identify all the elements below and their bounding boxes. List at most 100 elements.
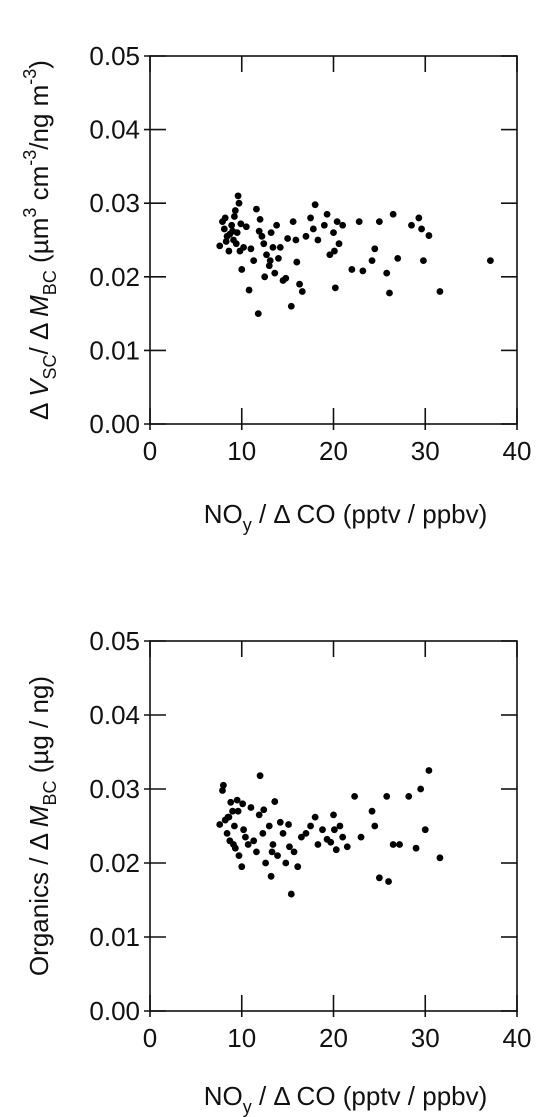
y-tick-label: 0.02 [89,848,140,878]
data-point [234,192,242,200]
plot-frame [149,640,518,1012]
x-tick-label: 30 [411,1023,440,1053]
data-point [245,286,253,294]
y-tick-label: 0.02 [89,262,140,292]
y-axis-title: Δ VSC/ Δ MBC (µm3 cm-3/ng m-3) [20,60,60,420]
data-point [238,266,246,273]
data-point [296,280,303,288]
data-point [273,221,281,229]
data-point [222,238,230,245]
data-point [332,846,340,854]
data-point [262,859,270,867]
y-tick-label: 0.05 [89,41,140,71]
data-point [220,225,228,233]
data-point [244,841,252,848]
data-point [343,843,351,851]
data-point [242,223,250,231]
data-point [314,236,322,244]
data-point [311,813,319,821]
data-point [420,257,427,265]
data-point [247,804,255,811]
data-point [290,848,298,856]
data-point [265,262,273,270]
data-point [319,826,326,834]
data-point [371,822,379,830]
data-point [220,781,227,789]
data-point [284,235,292,242]
data-point [240,826,247,834]
data-point [339,833,347,841]
data-point [253,205,260,213]
data-point [383,793,391,800]
data-point [279,830,287,837]
data-point [418,225,425,233]
data-point [223,830,231,837]
data-point [255,811,263,819]
y-tick-label: 0.00 [89,996,140,1026]
data-point [412,844,420,852]
data-point [359,267,367,275]
data-point [285,821,292,828]
data-point [250,837,258,845]
data-point [240,243,247,251]
data-point [232,240,240,248]
data-point [320,221,328,229]
data-point [425,232,433,239]
data-point [258,232,266,240]
y-tick-label: 0.05 [89,626,140,656]
scatter-panel-top: 0.00 0.01 0.02 0.03 0.04 0.05 0 10 20 30 40 NOy / Δ… [20,41,531,535]
data-point [282,274,290,282]
y-tick-label: 0.03 [89,188,140,218]
data-point [394,255,402,262]
x-axis-title: NOy / Δ CO (pptv / ppbv) [204,499,488,535]
data-point [261,273,269,281]
data-point [383,269,391,277]
data-point [415,214,423,222]
data-point [335,240,343,248]
data-point [216,242,224,250]
data-point [271,798,279,805]
data-point [327,838,335,846]
y-tick-label: 0.00 [89,409,140,439]
data-point [396,841,403,848]
data-point [330,811,337,819]
data-point [254,310,262,317]
data-point [294,863,302,871]
data-point [274,852,281,859]
data-point [389,841,397,848]
data-point [253,848,260,856]
data-point [235,852,243,859]
data-point [436,288,444,295]
data-point [309,225,317,233]
data-point [293,258,301,266]
data-point [326,251,334,259]
x-tick-label: 0 [143,436,157,466]
x-tick-label: 40 [503,1023,532,1053]
data-point [371,245,379,253]
data-point [287,302,295,310]
data-point [265,822,273,830]
data-point [330,229,337,237]
data-point [239,800,247,808]
data-point [230,841,237,848]
data-point [355,218,363,226]
data-point [368,257,376,265]
data-point [336,822,344,830]
data-point [216,821,224,828]
x-tick-label: 40 [503,436,532,466]
data-point [263,251,270,259]
data-point [256,215,264,223]
x-tick-label: 20 [319,1023,348,1053]
data-point [225,247,233,255]
data-point [275,255,282,262]
data-point [298,288,306,295]
y-tick-label: 0.04 [89,700,140,730]
data-point [219,787,226,794]
x-tick-label: 0 [143,1023,157,1053]
data-point [368,807,376,815]
data-point [228,221,236,229]
data-point [234,807,242,815]
data-point [375,218,383,226]
data-point [289,218,297,226]
